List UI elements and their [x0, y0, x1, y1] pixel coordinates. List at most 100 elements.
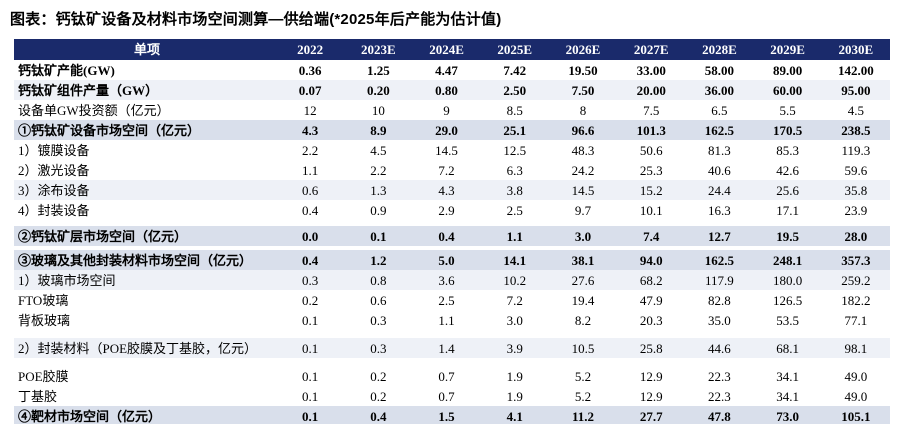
- row-label: 4）封装设备: [18, 202, 90, 218]
- column-header-year: 2027E: [633, 42, 669, 57]
- cell-value: 0.6: [370, 292, 387, 308]
- cell-value: 5.2: [574, 388, 592, 404]
- cell-value: 3.6: [438, 272, 455, 288]
- cell-value: 1.9: [506, 388, 523, 404]
- cell-value: 0.7: [438, 368, 455, 384]
- cell-value: 10.2: [503, 272, 527, 288]
- row-label: 1）镀膜设备: [18, 142, 90, 158]
- cell-value: 357.3: [841, 252, 871, 268]
- table-row: 1）镀膜设备 2.2 4.5 14.5 12.5 48.3 50.6 81.3 85.3 119.…: [14, 140, 890, 160]
- cell-value: 60.00: [773, 82, 803, 98]
- cell-value: 17.1: [776, 202, 800, 218]
- cell-value: 7.42: [503, 62, 527, 78]
- cell-value: 0.3: [370, 340, 387, 356]
- cell-value: 19.5: [776, 228, 800, 244]
- table-row: ③玻璃及其他封装材料市场空间（亿元） 0.4 1.2 5.0 14.1 38.1 94.0 1…: [14, 250, 890, 270]
- cell-value: 6.3: [506, 162, 523, 178]
- cell-value: 0.8: [370, 272, 387, 288]
- row-label: 钙钛矿产能(GW): [18, 62, 115, 78]
- cell-value: 82.8: [708, 292, 731, 308]
- cell-value: 20.00: [636, 82, 666, 98]
- row-label: POE胶膜: [18, 368, 69, 384]
- column-header-year: 2025E: [497, 42, 533, 57]
- row-label: ③玻璃及其他封装材料市场空间（亿元）: [18, 252, 253, 268]
- cell-value: 1.1: [506, 228, 523, 244]
- cell-value: 3.8: [506, 182, 523, 198]
- cell-value: 40.6: [708, 162, 731, 178]
- cell-value: 36.00: [704, 82, 735, 98]
- cell-value: 10.1: [639, 202, 663, 218]
- cell-value: 73.0: [776, 408, 800, 424]
- cell-value: 95.00: [841, 82, 871, 98]
- row-label: 设备单GW投资额（亿元）: [18, 102, 170, 118]
- cell-value: 50.6: [639, 142, 663, 158]
- cell-value: 0.20: [366, 82, 390, 98]
- cell-value: 180.0: [773, 272, 803, 288]
- cell-value: 117.9: [705, 272, 734, 288]
- cell-value: 48.3: [571, 142, 595, 158]
- column-header-year: 2022: [297, 42, 324, 57]
- row-label: 钙钛矿组件产量（GW）: [18, 82, 159, 98]
- table-row: 丁基胶 0.1 0.2 0.7 1.9 5.2 12.9 22.3 34.1 49.0: [14, 386, 890, 406]
- cell-value: 0.0: [301, 228, 319, 244]
- cell-value: 12.9: [639, 368, 663, 384]
- cell-value: 0.3: [370, 312, 387, 328]
- table-row: 3）涂布设备 0.6 1.3 4.3 3.8 14.5 15.2 24.4 25.6 35.8: [14, 180, 890, 200]
- cell-value: 0.1: [301, 368, 319, 384]
- table-row: POE胶膜 0.1 0.2 0.7 1.9 5.2 12.9 22.3 34.1 49.0: [14, 366, 890, 386]
- cell-value: 53.5: [776, 312, 800, 328]
- table-row: 1）玻璃市场空间 0.3 0.8 3.6 10.2 27.6 68.2 117.9 180.0 2…: [14, 270, 890, 290]
- cell-value: 101.3: [636, 122, 666, 138]
- cell-value: 81.3: [708, 142, 731, 158]
- row-label: 2）激光设备: [18, 162, 90, 178]
- cell-value: 0.1: [301, 340, 319, 356]
- cell-value: 27.7: [639, 408, 663, 424]
- cell-value: 6.5: [711, 102, 728, 118]
- cell-value: 47.8: [708, 408, 731, 424]
- column-header-year: 2023E: [360, 42, 396, 57]
- cell-value: 1.1: [301, 162, 319, 178]
- cell-value: 0.4: [438, 228, 455, 244]
- cell-value: 14.5: [435, 142, 458, 158]
- cell-value: 20.3: [639, 312, 663, 328]
- row-label: 1）玻璃市场空间: [18, 272, 116, 288]
- cell-value: 1.5: [438, 408, 455, 424]
- cell-value: 42.6: [776, 162, 800, 178]
- column-header-year: 2024E: [429, 42, 464, 57]
- cell-value: 4.47: [435, 62, 458, 78]
- cell-value: 58.00: [704, 62, 735, 78]
- cell-value: 0.36: [298, 62, 322, 78]
- cell-value: 7.50: [571, 82, 595, 98]
- cell-value: 23.9: [844, 202, 868, 218]
- cell-value: 1.1: [438, 312, 455, 328]
- row-label: 2）封装材料（POE胶膜及丁基胶，亿元）: [18, 340, 258, 356]
- cell-value: 10: [371, 102, 385, 118]
- cell-value: 33.00: [636, 62, 666, 78]
- cell-value: 4.3: [438, 182, 455, 198]
- cell-value: 105.1: [841, 408, 871, 424]
- cell-value: 94.0: [639, 252, 663, 268]
- cell-value: 12.7: [708, 228, 731, 244]
- cell-value: 24.4: [708, 182, 731, 198]
- cell-value: 259.2: [841, 272, 871, 288]
- cell-value: 0.2: [301, 292, 319, 308]
- row-label: ④靶材市场空间（亿元）: [18, 408, 162, 424]
- cell-value: 162.5: [704, 122, 735, 138]
- table-row: 钙钛矿组件产量（GW） 0.07 0.20 0.80 2.50 7.50 20.00 36.0…: [14, 80, 890, 100]
- cell-value: 25.8: [639, 340, 663, 356]
- cell-value: 0.9: [370, 202, 387, 218]
- cell-value: 7.2: [438, 162, 455, 178]
- cell-value: 22.3: [708, 388, 731, 404]
- cell-value: 0.1: [301, 408, 319, 424]
- column-header-year: 2029E: [770, 42, 805, 57]
- column-header-item: 单项: [133, 42, 160, 57]
- cell-value: 238.5: [841, 122, 871, 138]
- cell-value: 29.0: [435, 122, 458, 138]
- cell-value: 22.3: [708, 368, 731, 384]
- cell-value: 77.1: [844, 312, 868, 328]
- row-label: 背板玻璃: [18, 312, 71, 328]
- cell-value: 0.2: [370, 388, 387, 404]
- cell-value: 34.1: [776, 388, 800, 404]
- table-body: 钙钛矿产能(GW) 0.36 1.25 4.47 7.42 19.50 33.00 58.00…: [14, 60, 890, 424]
